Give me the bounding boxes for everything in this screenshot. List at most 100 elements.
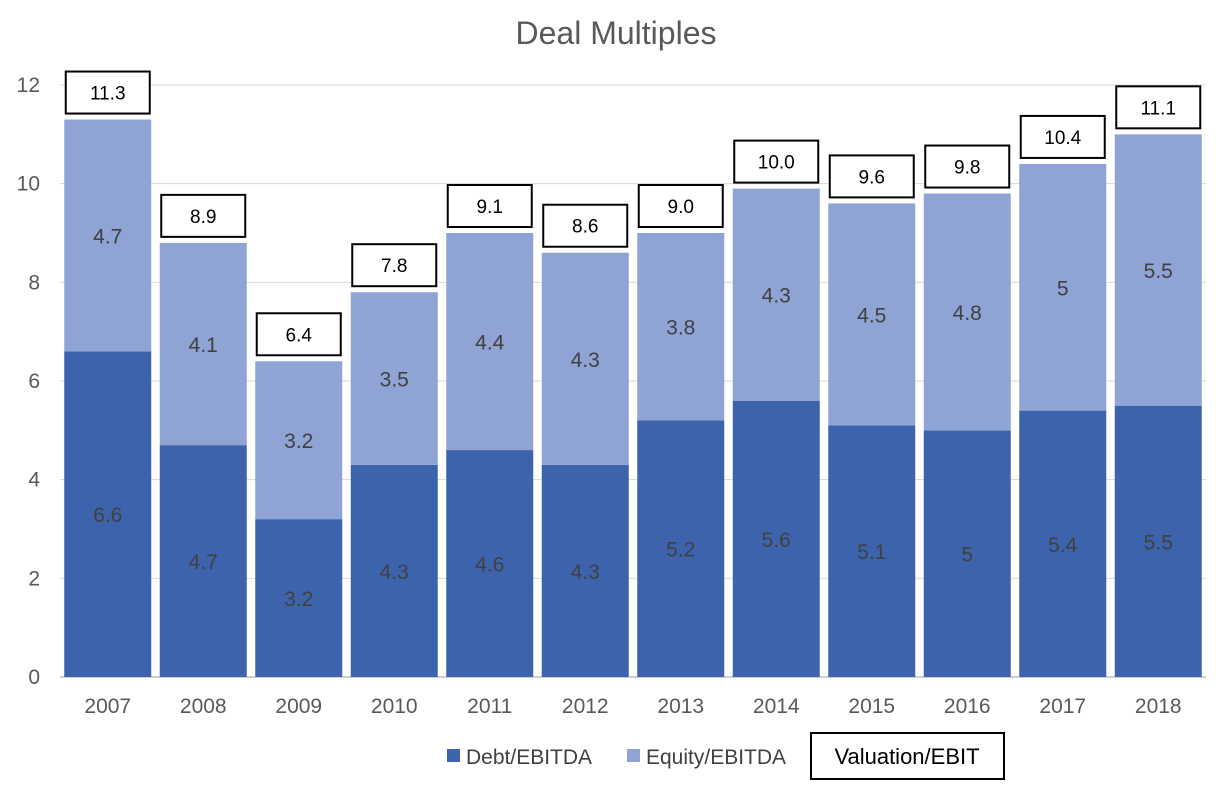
gridlines — [60, 84, 1206, 678]
data-label-equity: 4.8 — [953, 302, 982, 325]
y-tick-label: 0 — [28, 666, 40, 689]
bar-debt — [255, 519, 343, 677]
x-tick-label: 2013 — [657, 695, 704, 718]
x-tick-label: 2010 — [371, 695, 418, 718]
x-tick-label: 2018 — [1135, 695, 1182, 718]
total-label-box — [351, 243, 438, 288]
bar-equity — [64, 119, 152, 352]
total-label-box — [160, 193, 247, 238]
data-label-equity: 4.4 — [475, 332, 505, 355]
x-tick-label: 2016 — [944, 695, 991, 718]
bar-equity — [732, 188, 820, 401]
data-label-equity: 5 — [1057, 277, 1069, 300]
data-label-debt: 5.6 — [762, 529, 791, 552]
bar-equity — [1114, 134, 1202, 406]
total-label-box — [64, 70, 151, 115]
total-label-box — [255, 312, 342, 357]
legend-label-valuation: Valuation/EBIT — [834, 744, 979, 769]
bar-debt — [923, 430, 1011, 677]
data-label-debt: 4.7 — [189, 551, 218, 574]
data-label-debt: 5.1 — [857, 541, 886, 564]
bar-equity — [923, 193, 1011, 431]
legend-label-debt: Debt/EBITDA — [466, 746, 592, 769]
legend: Debt/EBITDA Equity/EBITDA Valuation/EBIT — [447, 732, 1005, 780]
data-label-total: 9.1 — [477, 197, 503, 218]
chart-title: Deal Multiples — [516, 15, 717, 51]
total-label-box — [924, 144, 1011, 189]
data-label-total: 8.9 — [190, 207, 216, 228]
data-label-equity: 4.3 — [762, 285, 791, 308]
data-label-debt: 6.6 — [93, 504, 122, 527]
bars: 6.6 4.7 11.3 4.7 4.1 8.9 3.2 3.2 6.4 4.3 3.5 7.8 4.6… — [64, 70, 1202, 677]
total-label-box — [637, 184, 724, 228]
data-label-total: 9.8 — [954, 158, 980, 179]
data-label-total: 11.1 — [1140, 98, 1176, 119]
bar-debt — [828, 425, 916, 677]
data-label-equity: 3.5 — [380, 369, 409, 392]
data-label-debt: 4.6 — [475, 554, 504, 577]
legend-swatch-debt — [447, 749, 460, 762]
y-tick-label: 4 — [28, 469, 40, 492]
bar-debt — [159, 445, 247, 677]
legend-label-equity: Equity/EBITDA — [646, 746, 786, 769]
bar-debt — [732, 400, 820, 677]
data-label-equity: 3.2 — [284, 430, 313, 453]
bar-debt — [64, 351, 152, 677]
bar-debt — [541, 464, 629, 677]
bar-equity — [255, 361, 343, 520]
data-label-equity: 4.3 — [571, 349, 600, 372]
x-tick-label: 2015 — [848, 695, 895, 718]
bar-equity — [350, 292, 438, 465]
legend-swatch-equity — [627, 749, 640, 762]
bar-debt — [1114, 405, 1202, 677]
total-label-box — [446, 184, 533, 228]
data-label-total: 9.0 — [668, 197, 694, 218]
data-label-debt: 5.5 — [1144, 531, 1173, 554]
y-tick-label: 10 — [17, 173, 40, 196]
x-axis-ticks: 2007 2008 2009 2010 2011 2012 2013 2014 2015 2016… — [84, 695, 1181, 718]
bar-equity — [159, 242, 247, 446]
y-tick-label: 6 — [28, 370, 40, 393]
data-label-equity: 5.5 — [1144, 260, 1173, 283]
bar-debt — [637, 420, 725, 677]
total-label-box — [1019, 114, 1106, 159]
y-tick-label: 8 — [28, 271, 40, 294]
x-tick-label: 2009 — [275, 695, 322, 718]
data-label-total: 11.3 — [90, 84, 126, 105]
data-label-equity: 4.5 — [857, 304, 886, 327]
data-label-total: 9.6 — [859, 167, 885, 188]
data-label-total: 7.8 — [381, 256, 407, 277]
data-label-equity: 4.7 — [93, 225, 122, 248]
total-label-box — [542, 203, 629, 248]
data-label-total: 8.6 — [572, 217, 598, 238]
x-tick-label: 2012 — [562, 695, 609, 718]
y-tick-label: 2 — [28, 567, 40, 590]
bar-equity — [446, 233, 534, 451]
x-tick-label: 2017 — [1039, 695, 1086, 718]
data-label-total: 10.0 — [758, 153, 795, 174]
bar-equity — [828, 203, 916, 426]
data-label-equity: 4.1 — [189, 334, 218, 357]
data-label-debt: 5 — [961, 544, 973, 567]
bar-debt — [446, 450, 534, 677]
bar-equity — [1019, 163, 1107, 411]
x-tick-label: 2007 — [84, 695, 131, 718]
x-tick-label: 2011 — [467, 695, 512, 718]
data-label-debt: 4.3 — [380, 561, 409, 584]
data-label-debt: 5.2 — [666, 539, 695, 562]
data-label-debt: 3.2 — [284, 588, 313, 611]
x-tick-label: 2008 — [180, 695, 227, 718]
bar-debt — [1019, 410, 1107, 677]
bar-equity — [637, 233, 725, 421]
total-label-box — [733, 139, 820, 184]
bar-equity — [541, 252, 629, 465]
data-label-debt: 5.4 — [1048, 534, 1078, 557]
total-label-box — [828, 154, 915, 199]
x-tick-label: 2014 — [753, 695, 800, 718]
legend-box-valuation — [810, 732, 1005, 780]
bar-debt — [350, 464, 438, 677]
data-label-debt: 4.3 — [571, 561, 600, 584]
data-label-total: 10.4 — [1044, 128, 1081, 149]
data-label-total: 6.4 — [286, 325, 313, 346]
